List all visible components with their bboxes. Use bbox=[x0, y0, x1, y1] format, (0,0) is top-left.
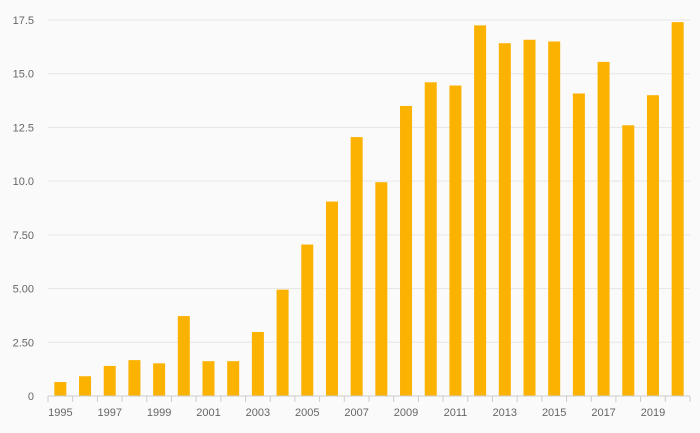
x-tick-label: 2011 bbox=[444, 407, 468, 419]
bar-2006 bbox=[325, 201, 338, 396]
bar-2018 bbox=[622, 125, 635, 396]
bar-2009 bbox=[400, 105, 413, 396]
bar-2013 bbox=[498, 43, 511, 397]
bar-2016 bbox=[572, 93, 585, 396]
x-tick-label: 2005 bbox=[295, 407, 319, 419]
bar-2005 bbox=[301, 244, 314, 396]
x-tick-label: 2019 bbox=[641, 407, 665, 419]
bar-1997 bbox=[103, 365, 116, 396]
bar-1999 bbox=[153, 363, 166, 396]
x-tick-label: 2003 bbox=[246, 407, 270, 419]
bar-2007 bbox=[350, 137, 363, 396]
bar-2000 bbox=[177, 316, 190, 396]
y-tick-label: 17.5 bbox=[13, 15, 34, 27]
y-tick-label: 12.5 bbox=[13, 122, 34, 134]
bar-2008 bbox=[375, 182, 388, 396]
bar-1995 bbox=[54, 382, 67, 396]
bar-2004 bbox=[276, 289, 289, 396]
bar-1996 bbox=[79, 376, 92, 396]
bar-2011 bbox=[449, 85, 462, 396]
x-tick-label: 2009 bbox=[394, 407, 418, 419]
y-tick-label: 0 bbox=[28, 391, 34, 403]
bar-series bbox=[54, 22, 684, 397]
x-tick-label: 2001 bbox=[196, 407, 220, 419]
bar-2010 bbox=[424, 82, 437, 397]
bar-2012 bbox=[474, 25, 487, 396]
bar-2020 bbox=[671, 22, 684, 397]
x-tick-label: 1997 bbox=[97, 407, 121, 419]
x-tick-label: 2017 bbox=[591, 407, 615, 419]
bar-2003 bbox=[251, 331, 264, 396]
x-tick-label: 1995 bbox=[48, 407, 72, 419]
bar-2019 bbox=[646, 95, 659, 396]
y-tick-label: 2.50 bbox=[13, 337, 34, 349]
bar-2001 bbox=[202, 361, 215, 396]
x-tick-label: 2013 bbox=[493, 407, 517, 419]
bar-2014 bbox=[523, 39, 536, 397]
bar-2015 bbox=[548, 41, 561, 396]
gridlines bbox=[48, 19, 690, 343]
bar-2002 bbox=[227, 361, 240, 396]
x-tick-label: 2007 bbox=[344, 407, 368, 419]
x-axis: 1995 1997 1999 2001 2003 2005 2007 2009 2011 2013… bbox=[47, 395, 691, 419]
y-tick-label: 7.50 bbox=[13, 230, 34, 242]
x-tick-label: 1999 bbox=[147, 407, 171, 419]
x-tick-label: 2015 bbox=[542, 407, 566, 419]
y-tick-label: 10.0 bbox=[13, 176, 34, 188]
y-axis: 0 2.50 5.00 7.50 10.0 12.5 15.0 17.5 bbox=[13, 15, 34, 403]
bar-2017 bbox=[597, 61, 610, 396]
bar-1998 bbox=[128, 360, 141, 396]
y-tick-label: 15.0 bbox=[13, 69, 34, 81]
y-tick-label: 5.00 bbox=[13, 284, 34, 296]
